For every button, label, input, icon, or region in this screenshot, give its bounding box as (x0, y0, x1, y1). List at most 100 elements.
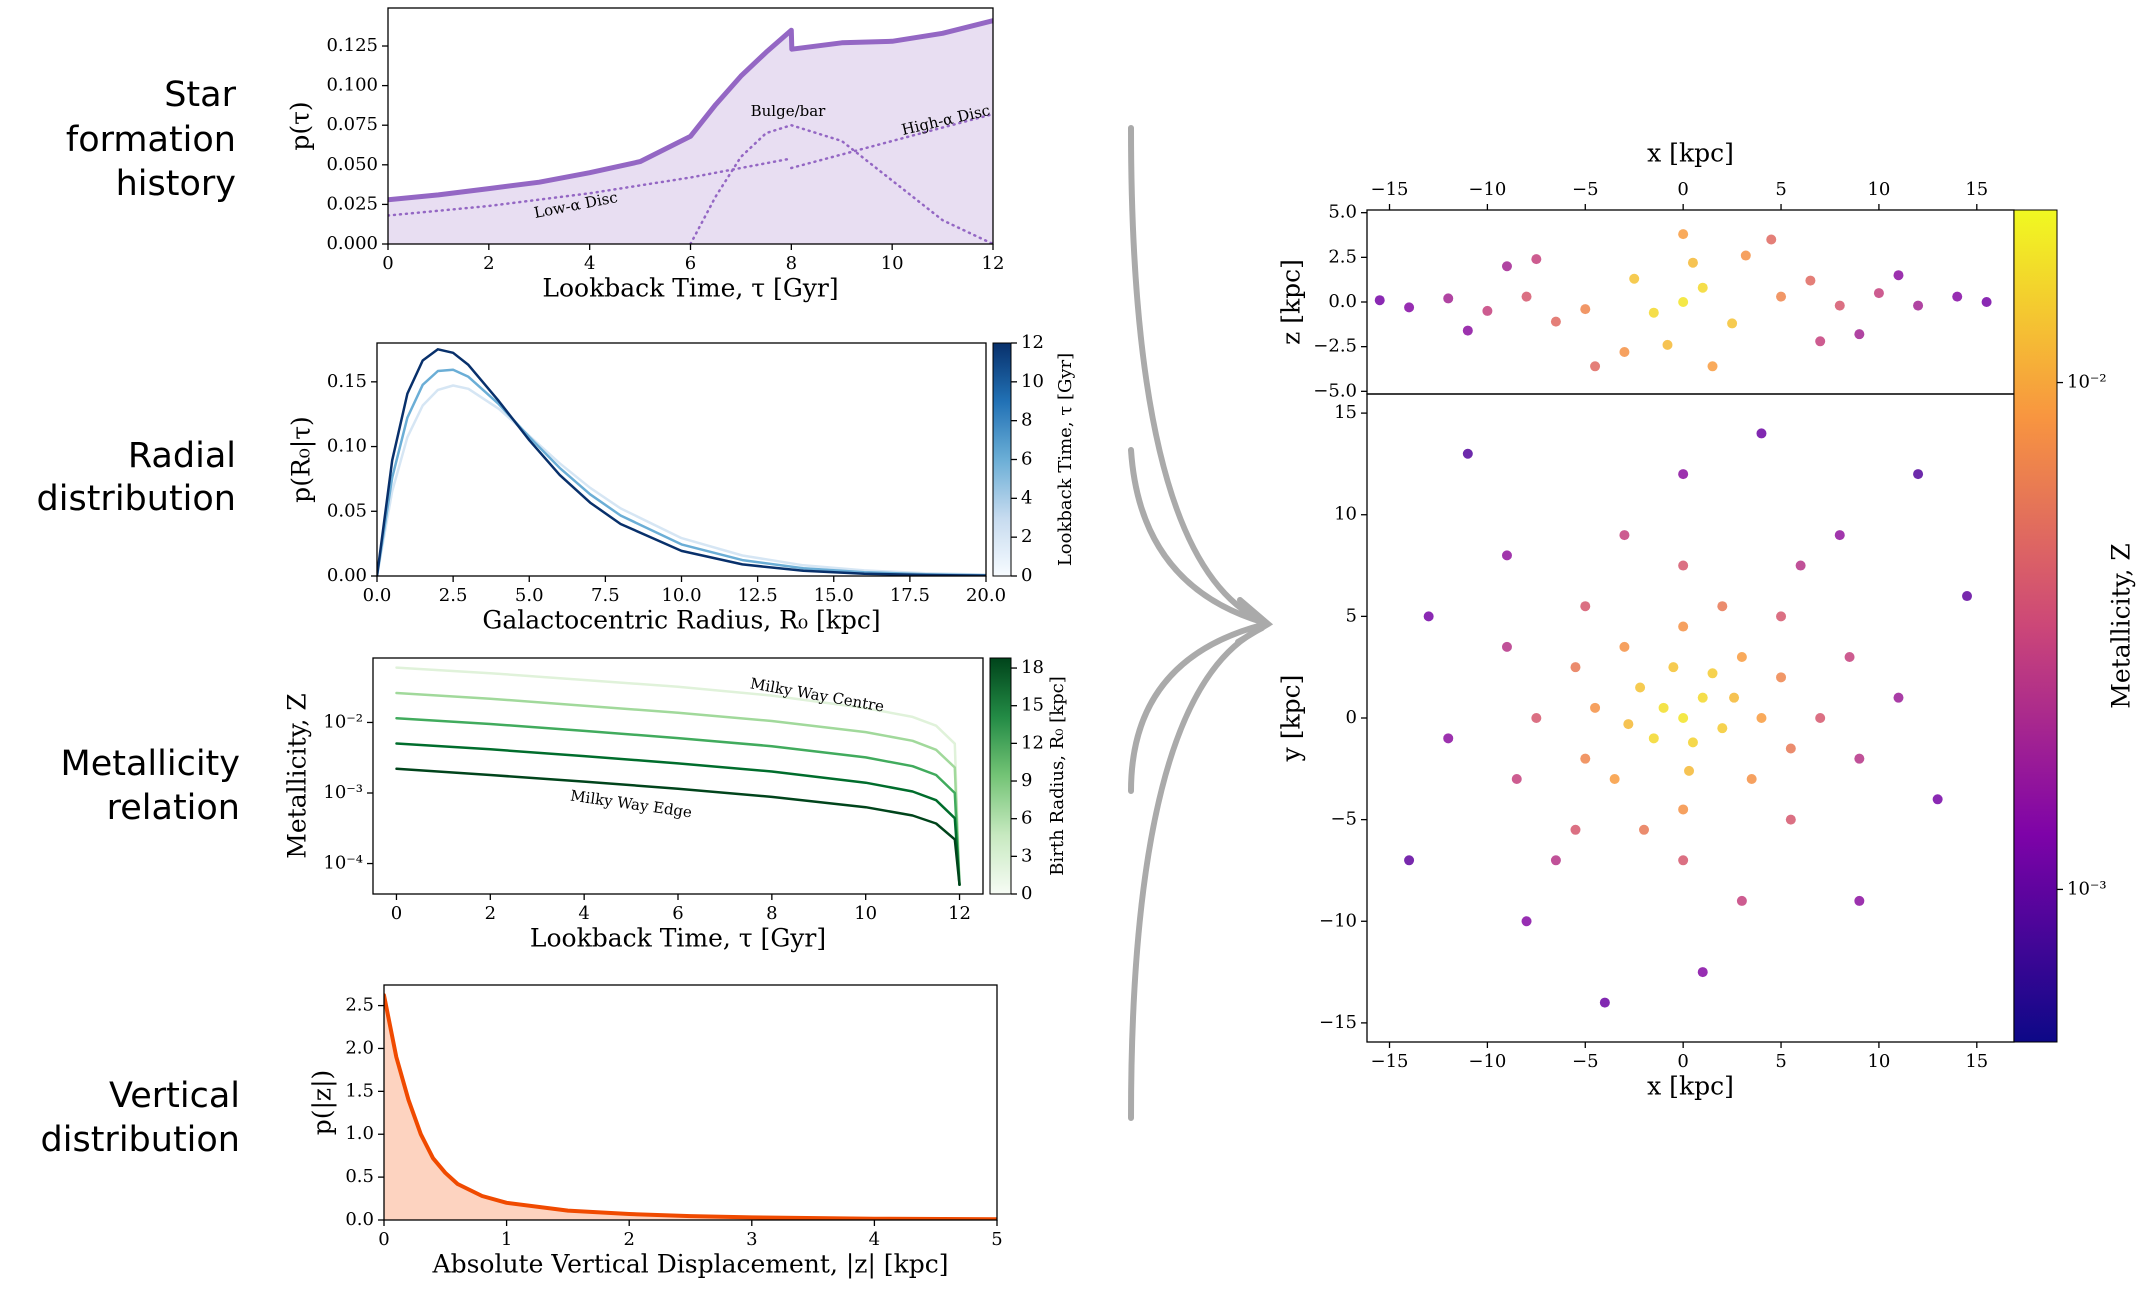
point (1521, 916, 1532, 927)
y-tick-label: 10⁻² (323, 711, 363, 732)
point (1707, 668, 1718, 679)
row-label: Star (164, 75, 236, 115)
point (1844, 652, 1855, 663)
point (1678, 621, 1689, 632)
point (1590, 361, 1601, 372)
y-axis-label: y [kpc] (1277, 675, 1306, 763)
point (1648, 733, 1659, 744)
point (1854, 895, 1865, 906)
plot-area (377, 348, 986, 576)
point (1952, 291, 1963, 302)
x-axis-label: x [kpc] (1647, 1072, 1734, 1101)
colorbar-tick-label: 8 (1021, 410, 1032, 431)
point (1609, 773, 1620, 784)
axes-frame (383, 984, 998, 1221)
x-tick-label: 15 (1965, 1051, 1988, 1072)
x-tick-label: 15.0 (814, 585, 854, 606)
point (1501, 261, 1512, 272)
row-label: formation (66, 120, 236, 160)
colorbar-label: Lookback Time, τ [Gyr] (1055, 353, 1076, 566)
y-tick-label: −5 (1330, 809, 1357, 830)
colorbar (989, 657, 1012, 895)
x-tick-label: 0 (1677, 179, 1688, 200)
point (1932, 794, 1943, 805)
colorbar-tick-label: 0 (1021, 883, 1032, 904)
point (1590, 702, 1601, 713)
point (1873, 288, 1884, 299)
point (1599, 997, 1610, 1008)
x-tick-label: 10 (881, 253, 904, 274)
arrow (1128, 447, 1265, 625)
point (1550, 855, 1561, 866)
point (1623, 719, 1634, 730)
x-tick-label: 17.5 (890, 585, 930, 606)
annotation: Bulge/bar (751, 102, 827, 120)
x-tick-label: 12 (982, 253, 1005, 274)
arrow (1128, 622, 1265, 794)
colorbar-label: Metallicity, Z (2107, 543, 2136, 708)
colorbar-tick-label: 10⁻³ (2067, 878, 2107, 899)
y-tick-label: 5.0 (1328, 202, 1357, 223)
x-tick-label: 3 (746, 1229, 757, 1250)
x-tick-label: 12.5 (738, 585, 778, 606)
line (377, 368, 986, 576)
point (1678, 297, 1689, 307)
colorbar-tick-label: 10 (1021, 371, 1044, 392)
y-tick-label: 2.5 (345, 995, 374, 1016)
colorbar-tick-label: 10⁻² (2067, 372, 2107, 393)
point (1619, 641, 1630, 652)
x-tick-label: −15 (1371, 1051, 1409, 1072)
point (1815, 713, 1826, 723)
x-tick-label: −10 (1468, 179, 1506, 200)
line (395, 767, 961, 887)
colorbar-tick-label: 4 (1021, 487, 1032, 508)
x-axis-label: Galactocentric Radius, R₀ [kpc] (482, 606, 880, 635)
point (1981, 297, 1992, 307)
point (1834, 300, 1845, 311)
point (1443, 733, 1454, 744)
plot-area (1404, 428, 1973, 1008)
point (1668, 662, 1679, 673)
x-tick-label: 10 (1867, 1051, 1890, 1072)
arrow-head (1235, 597, 1274, 645)
y-tick-label: 0.075 (326, 114, 378, 135)
colorbar-tick-label: 2 (1021, 526, 1032, 547)
x-tick-label: 4 (584, 253, 595, 274)
y-tick-label: 2.5 (1328, 246, 1357, 267)
point (1531, 254, 1542, 265)
y-tick-label: −10 (1319, 910, 1357, 931)
point (1795, 560, 1806, 571)
x-tick-label: 5 (1775, 1051, 1786, 1072)
y-tick-label: 1.0 (345, 1123, 374, 1144)
point (1580, 304, 1591, 315)
point (1776, 672, 1787, 683)
x-axis-label: Lookback Time, τ [Gyr] (542, 274, 838, 303)
point (1678, 804, 1689, 815)
point (1729, 692, 1740, 703)
point (1531, 713, 1542, 723)
y-tick-label: 10⁻⁴ (323, 853, 363, 874)
colorbar-tick-label: 9 (1021, 770, 1032, 791)
point (1893, 270, 1904, 281)
area (384, 995, 997, 1220)
x-tick-label: 12 (948, 903, 971, 924)
point (1746, 773, 1757, 784)
x-tick-label: 4 (578, 903, 589, 924)
colorbar-tick-label: 6 (1021, 449, 1032, 470)
colorbar (992, 342, 1012, 577)
colorbar-tick-label: 6 (1021, 808, 1032, 829)
point (1740, 250, 1751, 261)
y-axis-label: p(|z|) (308, 1070, 338, 1136)
y-axis-label: Metallicity, Z (283, 693, 312, 858)
x-tick-label: 7.5 (591, 585, 620, 606)
y-tick-label: 0.00 (327, 565, 367, 586)
y-tick-label: 0.125 (326, 35, 378, 56)
y-tick-label: −15 (1319, 1012, 1357, 1033)
point (1834, 530, 1845, 541)
plot-area (384, 993, 997, 1220)
y-tick-label: 0.10 (327, 436, 367, 457)
y-tick-label: −2.5 (1313, 336, 1357, 357)
y-tick-label: 10⁻³ (323, 782, 363, 803)
